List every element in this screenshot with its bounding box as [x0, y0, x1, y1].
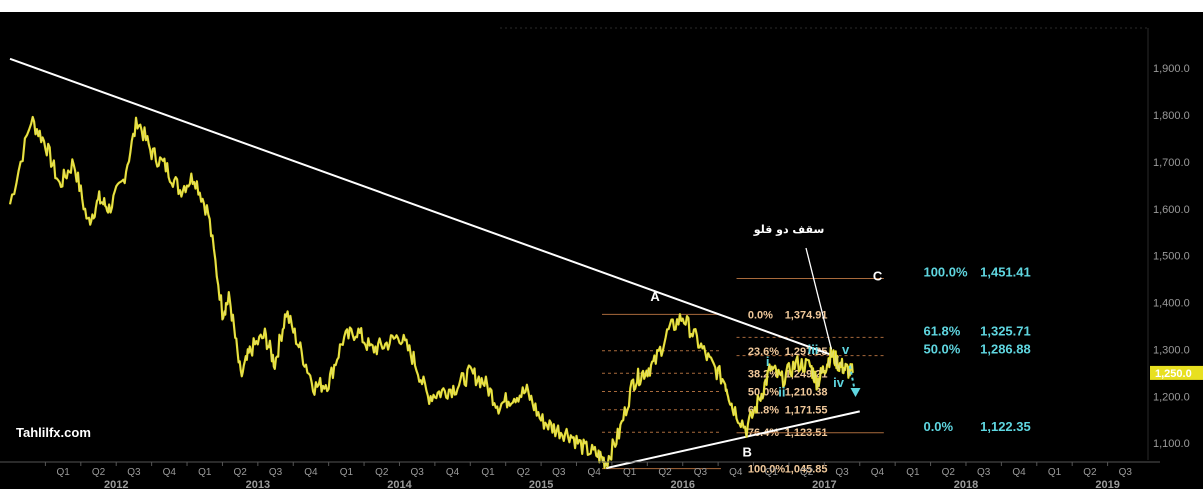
wave-label-ii: ii: [778, 384, 785, 399]
brand-watermark: Tahlilfx.com: [16, 425, 91, 440]
fib-ext-value: 1,122.35: [980, 419, 1031, 434]
x-year-label: 2013: [246, 479, 270, 489]
x-tick-label: Q1: [765, 467, 779, 478]
fib-ext-value: 1,451.41: [980, 264, 1031, 279]
x-tick-label: Q1: [481, 467, 495, 478]
x-tick-label: Q1: [56, 467, 70, 478]
x-axis: Q1 Q2 Q3 Q4 Q1 Q2 Q3 Q4 Q1 Q2 Q3 Q4 Q1 Q2 Q3 Q4 Q1 Q2 Q3 Q4…: [0, 461, 1160, 489]
x-tick-label: Q2: [1083, 467, 1097, 478]
fib-level-value: 1,045.85: [785, 464, 828, 476]
x-tick-label: Q3: [411, 467, 425, 478]
price-line-highlight: [9, 115, 853, 468]
x-tick-label: Q4: [588, 467, 602, 478]
x-tick-label: Q1: [623, 467, 637, 478]
trendline-lower: [606, 410, 860, 470]
y-tick-label: 1,300.0: [1153, 344, 1190, 356]
x-year-label: 2017: [812, 479, 836, 489]
fib-ext-percent: 0.0%: [923, 419, 953, 434]
projection-arrow-head: [850, 388, 861, 398]
x-tick-label: Q4: [871, 467, 885, 478]
fib-level-percent: 0.0%: [748, 309, 773, 321]
x-year-label: 2012: [104, 479, 128, 489]
chart-background: [0, 12, 1203, 489]
y-tick-label: 1,800.0: [1153, 110, 1190, 122]
x-year-label: 2014: [387, 479, 412, 489]
projection-arrow-line: [848, 365, 857, 395]
point-label-A: A: [650, 289, 660, 304]
point-label-B: B: [742, 444, 751, 459]
fib-level-value: 1,374.91: [785, 309, 828, 321]
fib-level-percent: 38.2%: [748, 368, 779, 380]
wave-label-v: v: [842, 342, 850, 357]
last-price-box: [1150, 365, 1203, 380]
x-tick-label: Q3: [977, 467, 991, 478]
x-tick-label: Q4: [304, 467, 318, 478]
x-year-label: 2019: [1095, 479, 1119, 489]
fib-ext-value: 1,286.88: [980, 342, 1031, 357]
fib-ext-value: 1,325.71: [980, 323, 1031, 338]
fib-ext-percent: 50.0%: [923, 342, 960, 357]
x-tick-label: Q2: [233, 467, 247, 478]
trend-lines: [9, 57, 860, 470]
annotation-text: سقف دو قلو: [753, 223, 825, 236]
y-axis: 1,900.0 1,800.0 1,700.0 1,600.0 1,500.0 1,400…: [1150, 63, 1203, 450]
fibonacci-extension-right: 100.0% 1,451.41 61.8% 1,325.71 50.0% 1,286.88…: [736, 264, 1031, 434]
annotation-pointer: [805, 247, 833, 350]
x-tick-label: Q3: [127, 467, 141, 478]
x-tick-label: Q4: [1012, 467, 1026, 478]
fib-level-percent: 100.0%: [748, 464, 786, 476]
annotation-box: [734, 211, 844, 247]
x-year-label: 2015: [529, 479, 553, 489]
y-tick-label: 1,900.0: [1153, 63, 1190, 75]
x-tick-label: Q4: [446, 467, 460, 478]
x-tick-label: Q2: [517, 467, 531, 478]
fib-ext-percent: 61.8%: [923, 323, 960, 338]
x-tick-label: Q2: [375, 467, 389, 478]
y-tick-label: 1,600.0: [1153, 204, 1190, 216]
x-tick-label: Q2: [92, 467, 106, 478]
x-tick-label: Q4: [729, 467, 743, 478]
x-tick-label: Q1: [1048, 467, 1062, 478]
x-tick-label: Q3: [694, 467, 708, 478]
x-tick-label: Q2: [800, 467, 814, 478]
x-tick-label: Q3: [835, 467, 849, 478]
last-price-label: 1,250.0: [1155, 368, 1192, 380]
fib-level-value: 1,171.55: [785, 405, 828, 417]
top-white-band: [0, 0, 1203, 12]
x-tick-label: Q3: [269, 467, 283, 478]
x-tick-label: Q2: [942, 467, 956, 478]
fib-level-percent: 23.6%: [748, 346, 779, 358]
x-tick-label: Q3: [552, 467, 566, 478]
x-year-label: 2016: [670, 479, 694, 489]
x-tick-label: Q3: [1119, 467, 1133, 478]
wave-label-i: i: [766, 354, 770, 369]
y-tick-label: 1,500.0: [1153, 251, 1190, 263]
y-tick-label: 1,200.0: [1153, 391, 1190, 403]
x-year-label: 2018: [954, 479, 978, 489]
x-tick-label: Q1: [340, 467, 354, 478]
point-label-C: C: [873, 269, 883, 284]
price-series: [8, 115, 854, 469]
annotation-arrow: [805, 247, 861, 398]
x-tick-label: Q1: [906, 467, 920, 478]
y-tick-label: 1,700.0: [1153, 157, 1190, 169]
wave-label-iv: iv: [833, 375, 845, 390]
trendline-upper: [9, 57, 839, 359]
y-tick-label: 1,400.0: [1153, 298, 1190, 310]
fib-level-value: 1,210.38: [785, 386, 828, 398]
x-tick-label: Q1: [198, 467, 212, 478]
x-tick-label: Q2: [658, 467, 672, 478]
y-tick-label: 1,100.0: [1153, 438, 1190, 450]
fib-ext-percent: 100.0%: [923, 264, 968, 279]
x-tick-label: Q4: [163, 467, 177, 478]
wave-label-iii: iii: [808, 342, 819, 357]
